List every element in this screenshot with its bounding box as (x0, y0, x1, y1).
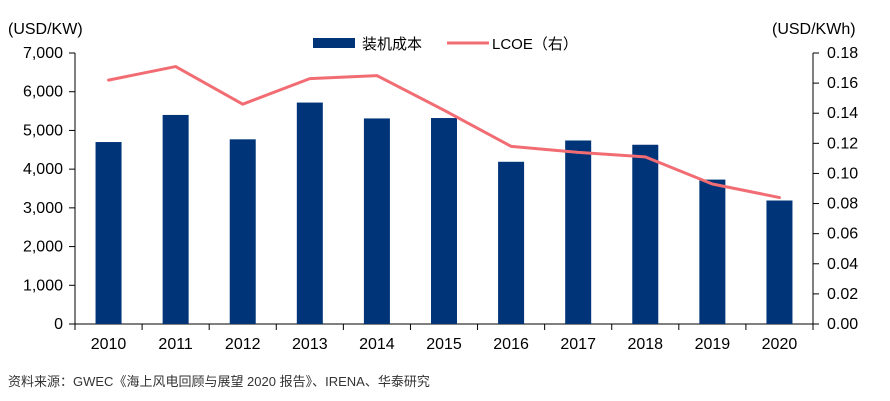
x-tick-label: 2020 (762, 336, 798, 353)
left-tick-label: 6,000 (23, 84, 63, 101)
right-axis-ticks: 0.00 0.02 0.04 0.06 0.08 0.10 0.12 0.14 0.16 0.18 (813, 45, 858, 333)
x-tick-label: 2012 (225, 336, 261, 353)
x-tick-label: 2013 (292, 336, 328, 353)
x-tick-label: 2014 (359, 336, 395, 353)
x-tick-label: 2018 (627, 336, 663, 353)
legend-bar-label: 装机成本 (362, 36, 422, 53)
x-axis-ticks: 2010 2011 2012 2013 2014 2015 2016 2017 2018 2019… (74, 324, 814, 353)
x-tick-label: 2015 (426, 336, 462, 353)
x-tick-label: 2017 (560, 336, 596, 353)
chart-legend: 装机成本 LCOE（右） (313, 36, 578, 53)
cost-bar (162, 114, 189, 324)
right-tick-label: 0.14 (827, 105, 858, 122)
right-tick-label: 0.10 (827, 165, 858, 182)
cost-bar (229, 139, 256, 324)
left-tick-label: 7,000 (23, 45, 63, 62)
left-tick-label: 4,000 (23, 161, 63, 178)
legend-bar-swatch (313, 38, 355, 48)
right-axis-title: (USD/KWh) (772, 21, 856, 38)
lcoe-line (107, 65, 781, 200)
cost-bar (632, 144, 659, 324)
right-tick-label: 0.12 (827, 135, 858, 152)
left-tick-label: 1,000 (23, 277, 63, 294)
cost-bar (363, 118, 390, 324)
source-note: 资料来源：GWEC《海上风电回顾与展望 2020 报告》、IRENA、华泰研究 (8, 374, 430, 389)
right-tick-label: 0.02 (827, 286, 858, 303)
right-tick-label: 0.08 (827, 196, 858, 213)
cost-bar (766, 200, 793, 324)
x-tick-label: 2010 (91, 336, 127, 353)
legend-line-label: LCOE（右） (492, 36, 578, 53)
right-tick-label: 0.16 (827, 75, 858, 92)
left-tick-label: 0 (54, 316, 63, 333)
right-tick-label: 0.06 (827, 226, 858, 243)
left-axis-title: (USD/KW) (8, 21, 83, 38)
cost-bar (431, 118, 457, 324)
left-tick-label: 2,000 (23, 239, 63, 256)
right-tick-label: 0.18 (827, 45, 858, 62)
cost-bar (95, 142, 122, 324)
x-tick-label: 2011 (158, 336, 193, 353)
cost-bar (296, 102, 323, 324)
left-axis-ticks: 0 1,000 2,000 3,000 4,000 5,000 6,000 7,000 (23, 45, 75, 333)
left-tick-label: 5,000 (23, 122, 63, 139)
cost-bar (565, 140, 592, 324)
right-tick-label: 0.00 (827, 316, 858, 333)
cost-bars (95, 102, 793, 324)
lcoe-line-series (107, 65, 781, 200)
x-tick-label: 2016 (493, 336, 529, 353)
cost-bar (699, 179, 726, 324)
right-tick-label: 0.04 (827, 256, 858, 273)
cost-bar (498, 161, 525, 324)
left-tick-label: 3,000 (23, 200, 63, 217)
x-tick-label: 2019 (695, 336, 731, 353)
